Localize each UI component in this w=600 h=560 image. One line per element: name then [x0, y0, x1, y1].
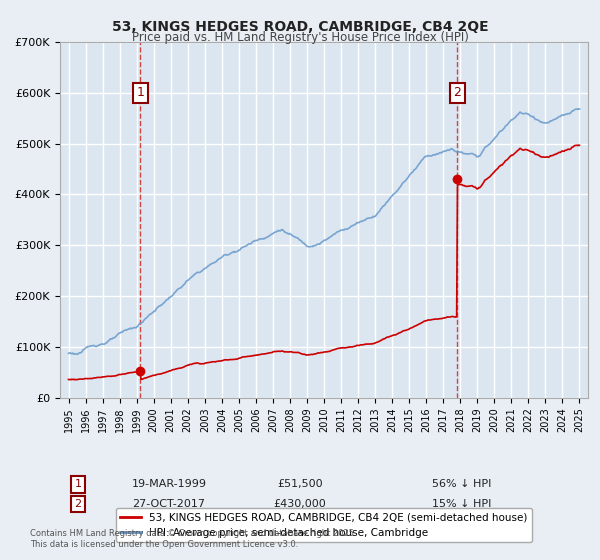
- Text: £51,500: £51,500: [277, 479, 323, 489]
- Text: 56% ↓ HPI: 56% ↓ HPI: [432, 479, 491, 489]
- Text: 2: 2: [74, 499, 82, 509]
- Text: Price paid vs. HM Land Registry's House Price Index (HPI): Price paid vs. HM Land Registry's House …: [131, 31, 469, 44]
- Text: £430,000: £430,000: [274, 499, 326, 509]
- Text: 2: 2: [453, 86, 461, 99]
- Text: 27-OCT-2017: 27-OCT-2017: [132, 499, 205, 509]
- Text: 1: 1: [136, 86, 144, 99]
- Text: 19-MAR-1999: 19-MAR-1999: [132, 479, 207, 489]
- Text: 15% ↓ HPI: 15% ↓ HPI: [432, 499, 491, 509]
- Text: 53, KINGS HEDGES ROAD, CAMBRIDGE, CB4 2QE: 53, KINGS HEDGES ROAD, CAMBRIDGE, CB4 2Q…: [112, 20, 488, 34]
- Text: 1: 1: [74, 479, 82, 489]
- Legend: 53, KINGS HEDGES ROAD, CAMBRIDGE, CB4 2QE (semi-detached house), HPI: Average pr: 53, KINGS HEDGES ROAD, CAMBRIDGE, CB4 2Q…: [116, 508, 532, 542]
- Text: Contains HM Land Registry data © Crown copyright and database right 2025.
This d: Contains HM Land Registry data © Crown c…: [30, 529, 356, 549]
